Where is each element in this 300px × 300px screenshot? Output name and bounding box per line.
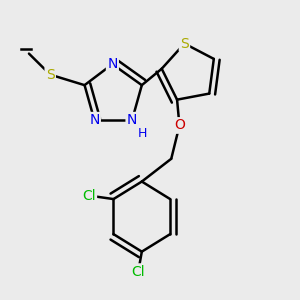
Text: Cl: Cl: [82, 189, 96, 203]
Text: H: H: [138, 127, 147, 140]
Text: S: S: [46, 68, 55, 82]
Text: O: O: [174, 118, 185, 133]
Text: S: S: [180, 37, 189, 50]
Text: N: N: [107, 57, 118, 71]
Text: Cl: Cl: [132, 265, 145, 279]
Text: N: N: [89, 113, 100, 127]
Text: N: N: [127, 113, 137, 127]
